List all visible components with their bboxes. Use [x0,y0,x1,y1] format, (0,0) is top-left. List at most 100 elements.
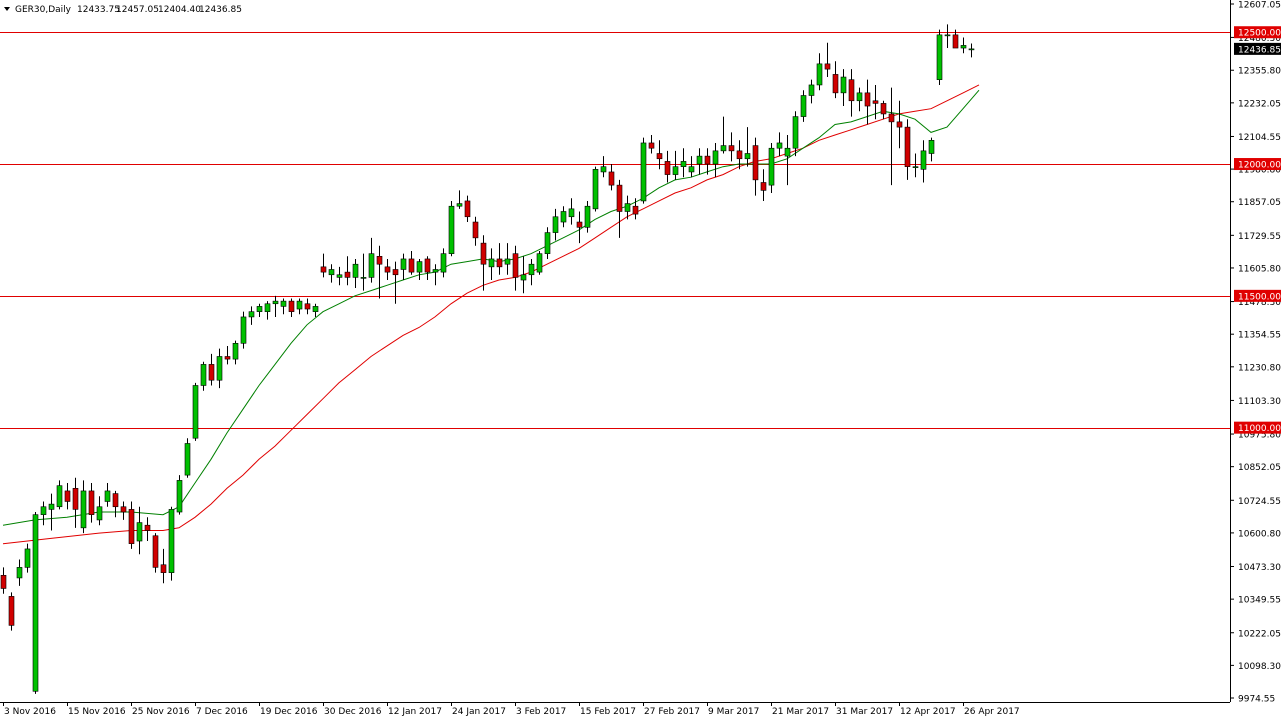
candle [632,198,639,220]
price-tick-label: 11103.30 [1238,397,1281,407]
bear-candle-body [760,182,767,191]
candle [544,227,551,259]
candle [968,43,975,58]
candle [400,253,407,281]
candle [160,548,167,584]
bull-candle-body [560,211,567,223]
bull-candle-body [672,166,679,175]
triangle-down-icon[interactable] [4,7,10,11]
time-tick-label: 9 Mar 2017 [708,707,759,717]
bull-candle-body [24,548,31,568]
bear-candle-body [880,103,887,115]
bear-candle-body [496,258,503,268]
bull-candle-body [928,140,935,154]
price-axis[interactable]: 12607.05 12480.30 12355.80 12232.05 12104.55… [1230,0,1281,705]
candle [816,53,823,91]
candle [344,256,351,286]
candle [48,493,55,531]
bear-candle-body [464,200,471,218]
candle [960,37,967,54]
bull-candle-body [688,166,695,173]
time-axis[interactable]: 3 Nov 2016 15 Nov 2016 25 Nov 2016 7 Dec 20… [0,702,1230,717]
bull-candle-body [552,216,559,233]
candle [64,483,71,510]
bull-candle-body [528,263,535,276]
price-tick-label: 10349.55 [1238,596,1281,606]
bear-candle-body [864,92,871,107]
candle [872,84,879,120]
bull-candle-body [448,205,455,254]
candle [16,559,23,586]
candle [104,483,111,507]
bull-candle-body [856,92,863,102]
bear-candle-body [480,242,487,265]
candle [168,506,175,581]
candle [824,42,831,78]
candle [784,135,791,186]
bear-candle-body [656,153,663,160]
bull-candle-body [16,567,23,579]
candle [176,475,183,515]
bull-candle-body [584,205,591,228]
time-tick-label: 19 Dec 2016 [260,707,318,717]
bull-candle-body [32,514,39,692]
candle [536,251,543,275]
bull-candle-body [96,506,103,521]
bear-candle-body [392,269,399,276]
candle [944,24,951,49]
bull-candle-body [184,443,191,476]
ohlc-open: 12433.75 [77,5,120,15]
candle [432,264,439,286]
bull-candle-body [416,261,423,273]
bull-candle-body [680,161,687,167]
candle [744,127,751,167]
price-tick-label: 10724.55 [1238,497,1281,507]
candle [184,438,191,478]
bear-candle-body [376,256,383,265]
time-tick-label: 21 Mar 2017 [772,707,829,717]
bear-candle-body [160,564,167,573]
bear-candle-body [896,121,903,128]
bull-candle-body [256,306,263,312]
price-tick-label: 11605.80 [1238,264,1281,274]
candle [336,266,343,286]
candle [392,261,399,304]
candle [728,132,735,162]
bull-candle-body [776,142,783,149]
candle [368,237,375,283]
level-tag: 11500.00 [1238,292,1281,302]
candle [152,533,159,573]
price-tick-label: 11230.80 [1238,363,1281,373]
candle [664,150,671,183]
candle [384,258,391,281]
candle [648,135,655,154]
candle [792,111,799,157]
ma20-line [2,89,980,526]
bear-candle-body [872,100,879,104]
bear-candle-body [344,271,351,278]
bear-candle-body [408,258,415,273]
candle [272,295,279,317]
candle [408,251,415,275]
candle [88,483,95,523]
candles [0,24,975,694]
current-price-tag-bg [1234,42,1281,55]
bull-candle-body [440,253,447,273]
bear-candle-body [152,535,159,568]
bull-candle-body [640,142,647,202]
bear-candle-body [752,145,759,181]
plot-background [0,0,1230,702]
candle [56,480,63,510]
bear-candle-body [112,493,119,508]
candle [464,195,471,223]
bull-candle-body [936,34,943,80]
candle [240,311,247,349]
candle [512,245,519,291]
candle [208,353,215,386]
bull-candle-body [400,258,407,270]
candle [200,361,207,391]
plot-area[interactable] [0,0,1230,702]
bear-candle-body [128,509,135,544]
candle [928,137,935,162]
